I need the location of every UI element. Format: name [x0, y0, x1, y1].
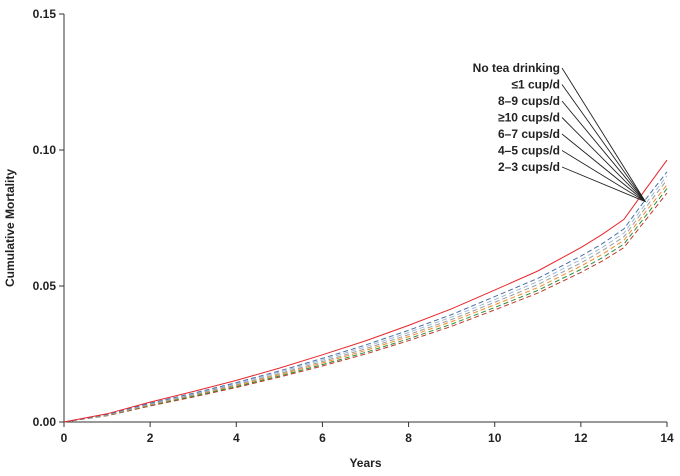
x-tick-label: 4 — [233, 431, 240, 445]
series-line — [63, 175, 668, 423]
x-tick-label: 10 — [488, 431, 502, 445]
y-axis-ticks: 0.00 0.05 0.10 0.15 — [33, 7, 64, 429]
series-line — [63, 184, 668, 423]
legend-label: 2–3 cups/d — [498, 160, 560, 174]
x-tick-label: 0 — [61, 431, 68, 445]
legend-label: 8–9 cups/d — [498, 94, 560, 108]
legend-leader-line — [561, 133, 646, 203]
x-tick-label: 14 — [660, 431, 674, 445]
legend-label: 4–5 cups/d — [498, 144, 560, 158]
axes — [63, 14, 667, 423]
x-axis-ticks: 0 2 4 6 8 10 12 14 — [61, 422, 674, 445]
x-tick-label: 6 — [319, 431, 326, 445]
series-line — [63, 159, 668, 423]
y-tick-label: 0.10 — [33, 143, 57, 157]
series-lines — [63, 159, 668, 423]
series-line — [63, 179, 668, 423]
y-tick-label: 0.00 — [33, 415, 57, 429]
x-axis-title: Years — [349, 456, 381, 470]
legend-leader-line — [561, 117, 646, 202]
legend-label: ≤1 cup/d — [511, 78, 560, 92]
legend-label: 6–7 cups/d — [498, 127, 560, 141]
legend-leader-line — [561, 67, 646, 202]
x-tick-label: 12 — [574, 431, 588, 445]
y-tick-label: 0.05 — [33, 279, 57, 293]
y-tick-label: 0.15 — [33, 7, 57, 21]
x-tick-label: 2 — [147, 431, 154, 445]
legend-label: No tea drinking — [473, 61, 560, 75]
legend: No tea drinking ≤1 cup/d 8–9 cups/d ≥10 cup… — [473, 61, 560, 174]
legend-leader-line — [561, 84, 646, 202]
series-line — [63, 188, 668, 423]
legend-label: ≥10 cups/d — [498, 111, 560, 125]
series-line — [63, 192, 668, 423]
legend-leader-line — [561, 150, 646, 203]
legend-leader-line — [561, 100, 646, 202]
y-axis-title: Cumulative Mortality — [3, 169, 17, 287]
x-tick-label: 8 — [405, 431, 412, 445]
series-line — [63, 171, 668, 423]
legend-leader-line — [561, 166, 646, 203]
legend-leader-lines — [561, 67, 646, 203]
